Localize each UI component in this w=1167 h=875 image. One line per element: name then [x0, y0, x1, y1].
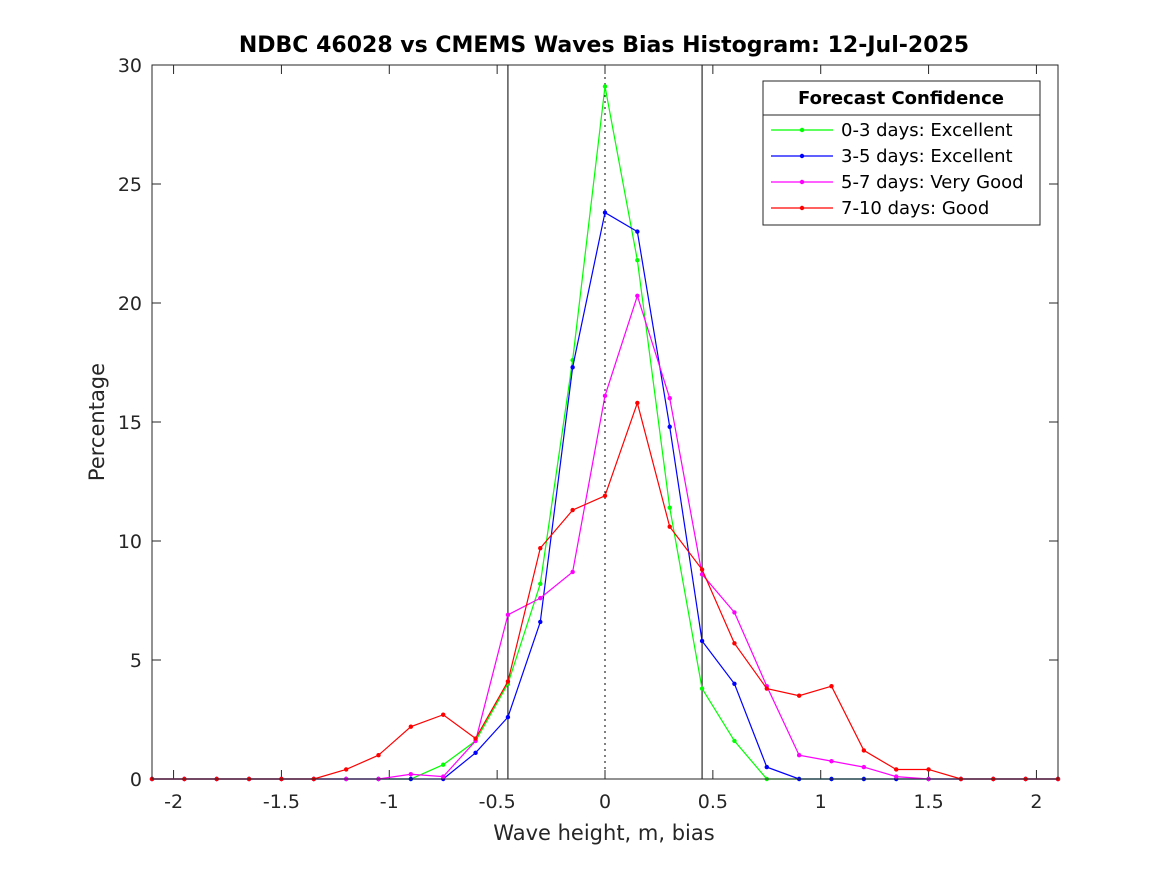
data-point [441, 774, 446, 779]
y-tick-labels: 0 5 10 15 20 25 30 [118, 55, 142, 791]
data-point [635, 293, 640, 299]
y-tick-label: 30 [118, 55, 142, 77]
data-point [926, 767, 931, 772]
legend-title: Forecast Confidence [798, 88, 1004, 109]
data-point [667, 505, 672, 510]
data-point [796, 693, 802, 698]
x-tick-label: 1 [815, 791, 827, 813]
x-tick-label: -0.5 [479, 791, 516, 813]
x-axis-label: Wave height, m, bias [493, 821, 714, 845]
reference-lines [507, 65, 703, 779]
data-point [376, 753, 381, 758]
legend-swatch-marker [799, 179, 805, 185]
x-tick-label: -1 [380, 791, 399, 813]
data-point [732, 738, 737, 744]
x-tick-label: -2 [164, 791, 183, 813]
legend-label: 0-3 days: Excellent [841, 120, 1013, 141]
y-tick-label: 20 [118, 293, 142, 315]
data-point [408, 772, 414, 777]
data-point [538, 595, 543, 601]
data-point [699, 686, 705, 691]
x-tick-label: 1.5 [913, 791, 943, 813]
y-tick-label: 5 [130, 650, 142, 672]
x-tick-label: -1.5 [263, 791, 300, 813]
data-point [505, 679, 511, 684]
legend: Forecast Confidence 0-3 days: Excellent 3… [762, 80, 1041, 226]
data-point [667, 424, 672, 429]
data-point [343, 767, 349, 772]
data-point [505, 612, 511, 617]
y-tick-label: 25 [118, 174, 142, 196]
x-tick-label: 2 [1030, 791, 1042, 813]
data-point [667, 524, 672, 529]
data-point [861, 748, 867, 753]
legend-label: 3-5 days: Excellent [841, 146, 1013, 167]
data-point [635, 257, 640, 263]
data-point [538, 545, 543, 551]
data-point [635, 229, 640, 234]
data-point [473, 750, 478, 756]
data-point [667, 396, 672, 401]
data-point [796, 753, 802, 758]
data-point [505, 714, 511, 720]
data-point [602, 493, 608, 498]
data-point [441, 762, 446, 767]
data-point [635, 400, 640, 406]
legend-swatch-marker [799, 205, 805, 211]
legend-swatch-marker [799, 153, 805, 159]
data-point [829, 683, 834, 689]
data-point [570, 569, 575, 575]
data-point [732, 681, 737, 686]
data-point [764, 764, 769, 770]
data-point [732, 610, 737, 615]
legend-entries: 0-3 days: Excellent 3-5 days: Excellent 5-… [771, 120, 1024, 219]
data-point [732, 641, 737, 646]
y-axis-label: Percentage [85, 363, 109, 481]
data-point [602, 393, 608, 399]
legend-entries-box [762, 114, 1041, 226]
legend-swatch-marker [799, 127, 805, 133]
data-point [894, 767, 899, 772]
y-tick-label: 0 [130, 769, 142, 791]
data-point [538, 619, 543, 625]
plot-frame [151, 64, 1059, 780]
data-point [602, 84, 608, 89]
data-point [829, 758, 834, 764]
data-point [699, 567, 705, 572]
data-point [473, 736, 478, 741]
data-point [441, 712, 446, 717]
x-tick-label: 0 [599, 791, 611, 813]
x-tick-labels: -2 -1.5 -1 -0.5 0 0.5 1 1.5 2 [164, 791, 1042, 813]
y-tick-label: 10 [118, 531, 142, 553]
data-point [570, 507, 575, 513]
y-tick-label: 15 [118, 412, 142, 434]
data-point [764, 686, 769, 691]
data-point [408, 724, 414, 729]
data-point [538, 581, 543, 587]
legend-label: 7-10 days: Good [841, 198, 989, 219]
data-point [570, 365, 575, 370]
legend-label: 5-7 days: Very Good [841, 172, 1024, 193]
data-point [861, 764, 867, 770]
data-point [699, 638, 705, 644]
data-point [894, 774, 899, 779]
data-point [602, 210, 608, 215]
x-tick-label: 0.5 [698, 791, 728, 813]
chart-title: NDBC 46028 vs CMEMS Waves Bias Histogram… [239, 33, 969, 58]
